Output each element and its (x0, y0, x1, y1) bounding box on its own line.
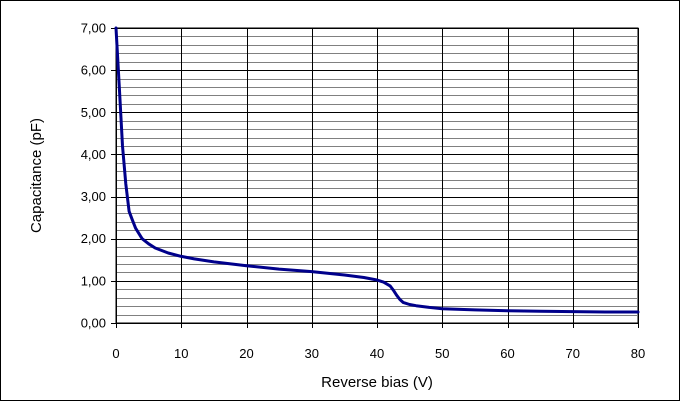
y-tick-label: 7,00 (81, 21, 106, 36)
y-tick-label: 0,00 (81, 316, 106, 331)
series-layer (114, 26, 640, 314)
x-tick-label: 30 (305, 346, 319, 361)
x-tick-label: 10 (174, 346, 188, 361)
x-tick-label: 40 (370, 346, 384, 361)
series-line-0 (114, 26, 640, 314)
x-tick-labels: 0 10 20 30 40 50 60 70 80 (112, 346, 645, 361)
x-tick-label: 20 (239, 346, 253, 361)
y-axis-title: Capacitance (pF) (28, 118, 45, 233)
y-tick-label: 5,00 (81, 105, 106, 120)
y-tick-label: 6,00 (81, 63, 106, 78)
x-axis-title: Reverse bias (V) (321, 374, 433, 391)
x-tick-label: 80 (631, 346, 645, 361)
y-tick-label: 1,00 (81, 273, 106, 288)
y-tick-label: 3,00 (81, 189, 106, 204)
x-tick-label: 60 (500, 346, 514, 361)
x-tick-label: 50 (435, 346, 449, 361)
y-tick-label: 4,00 (81, 147, 106, 162)
y-tick-labels: 0,00 1,00 2,00 3,00 4,00 5,00 6,00 7,00 (81, 21, 106, 331)
y-tick-label: 2,00 (81, 231, 106, 246)
major-grid (111, 28, 639, 328)
x-tick-label: 0 (112, 346, 119, 361)
x-tick-label: 70 (566, 346, 580, 361)
